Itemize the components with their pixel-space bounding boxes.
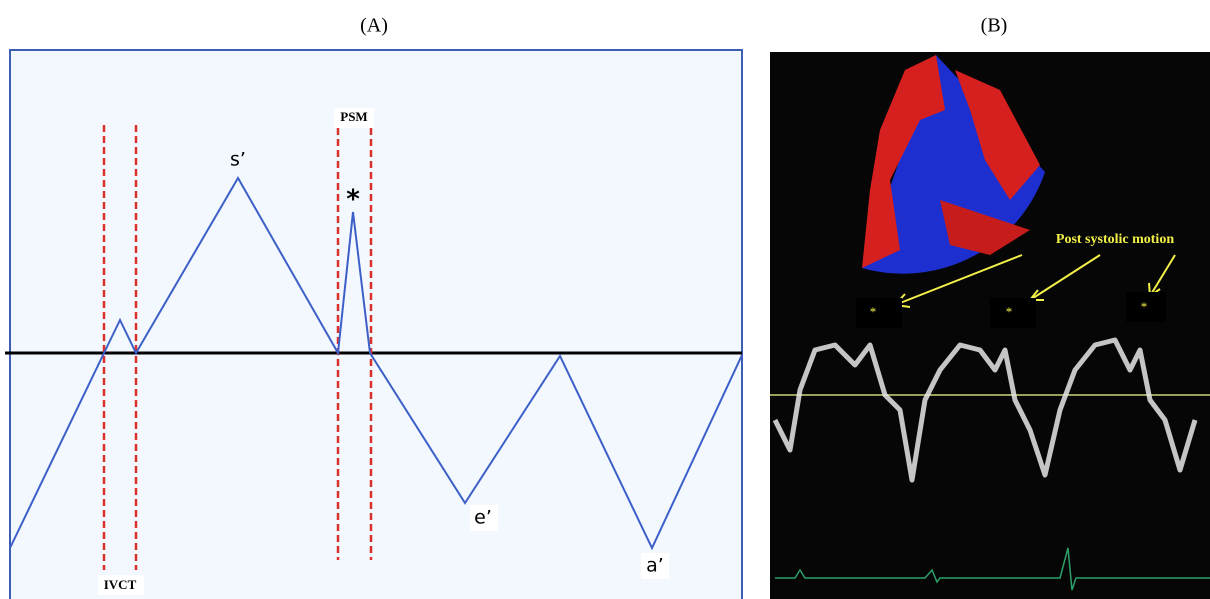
psm-label: PSM <box>340 109 367 124</box>
a-label: a’ <box>646 555 664 577</box>
panel-a: s’ * PSM IVCT e’ a’ <box>5 50 742 599</box>
figure: (A) (B) s’ * PSM IVCT e’ a’ Post systoli… <box>0 0 1210 599</box>
marker-box <box>990 298 1036 328</box>
ivct-label: IVCT <box>104 577 137 592</box>
panel-b: Post systolic motion * * * <box>770 52 1210 599</box>
psm-marker: * <box>346 185 360 215</box>
panel-a-frame <box>10 50 742 599</box>
psm-marker: * <box>1006 304 1013 319</box>
panel-a-label: (A) <box>360 15 388 37</box>
e-label: e’ <box>474 507 492 529</box>
panel-b-label: (B) <box>981 15 1008 37</box>
marker-box <box>856 298 902 328</box>
annotation: Post systolic motion <box>1056 232 1174 247</box>
psm-marker: * <box>870 304 877 319</box>
psm-marker: * <box>1141 299 1148 314</box>
s-label: s’ <box>230 149 246 171</box>
